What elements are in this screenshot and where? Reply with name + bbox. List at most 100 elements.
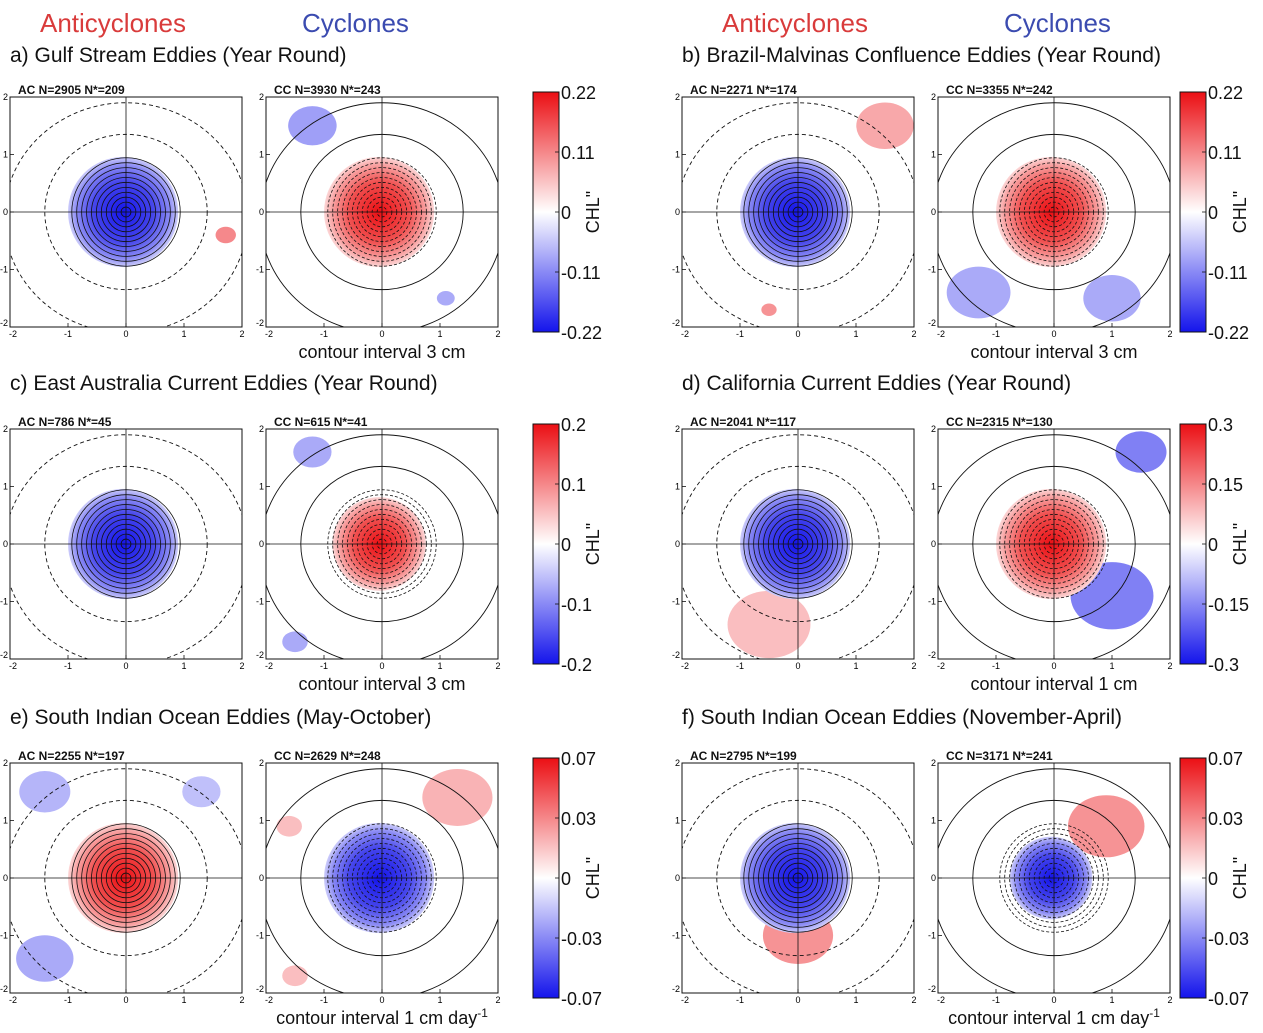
chl-patch — [276, 815, 302, 837]
colorbar-label: CHL" — [1230, 191, 1250, 233]
colorbar — [1179, 91, 1207, 333]
panel-3-ac-plot: -2 -1 0 1 2 2 1 0 -1 -2 — [672, 424, 917, 671]
y-tick-label: 1 — [259, 150, 264, 160]
y-tick-label: -2 — [928, 318, 936, 328]
ac-count-label: AC N=2041 N*=117 — [690, 415, 796, 429]
x-tick-label: 1 — [1109, 329, 1114, 339]
x-tick-label: 0 — [795, 995, 800, 1005]
y-tick-label: -1 — [672, 265, 680, 275]
y-tick-label: 0 — [259, 873, 264, 883]
y-tick-label: -2 — [928, 650, 936, 660]
y-tick-label: -1 — [0, 597, 8, 607]
x-tick-label: 1 — [437, 329, 442, 339]
colorbar-tick-label: 0.07 — [561, 749, 596, 769]
y-tick-label: 0 — [931, 539, 936, 549]
colorbar-tick-label: -0.03 — [1208, 929, 1249, 949]
x-tick-label: -2 — [937, 661, 945, 671]
y-tick-label: 1 — [931, 816, 936, 826]
colorbar-label: CHL" — [1230, 857, 1250, 899]
cc-count-label: CC N=2629 N*=248 — [274, 749, 381, 763]
x-tick-label: 0 — [379, 329, 384, 339]
y-tick-label: 2 — [675, 92, 680, 102]
colorbar-tick-label: 0.11 — [561, 143, 595, 163]
x-tick-label: -1 — [320, 661, 328, 671]
chl-patch — [288, 106, 337, 146]
colorbar-label: CHL" — [583, 523, 603, 565]
x-tick-label: 2 — [911, 661, 916, 671]
contour-exponent: -1 — [477, 1006, 488, 1020]
y-tick-label: 0 — [259, 539, 264, 549]
y-tick-label: 1 — [675, 482, 680, 492]
y-tick-label: 0 — [259, 207, 264, 217]
colorbar-tick-label: -0.1 — [561, 595, 592, 615]
x-tick-label: 2 — [239, 329, 244, 339]
panel-4-cc-plot: -2 -1 0 1 2 2 1 0 -1 -2 — [256, 758, 501, 1005]
panel-3-cc-plot: -2 -1 0 1 2 2 1 0 -1 -2 — [928, 424, 1173, 671]
x-tick-label: -1 — [736, 995, 744, 1005]
x-tick-label: 2 — [1167, 661, 1172, 671]
y-tick-label: 2 — [259, 424, 264, 434]
contour-interval-label: contour interval 1 cm — [970, 674, 1137, 694]
colorbar-tick-label: -0.07 — [561, 989, 602, 1009]
x-tick-label: 0 — [795, 661, 800, 671]
ac-count-label: AC N=2905 N*=209 — [18, 83, 125, 97]
y-tick-label: -2 — [672, 650, 680, 660]
x-tick-label: -1 — [992, 995, 1000, 1005]
x-tick-label: -1 — [64, 661, 72, 671]
panel-1-ac-plot: -2 -1 0 1 2 2 1 0 -1 -2 — [672, 92, 917, 339]
chl-patch — [182, 776, 221, 808]
y-tick-label: 1 — [675, 150, 680, 160]
cyclones-header-left: Cyclones — [302, 8, 409, 38]
x-tick-label: -2 — [681, 661, 689, 671]
x-tick-label: -1 — [992, 329, 1000, 339]
colorbar-tick-label: 0 — [561, 535, 571, 555]
cyclones-header-right: Cyclones — [1004, 8, 1111, 38]
panel-0-cc-plot: -2 -1 0 1 2 2 1 0 -1 -2 — [256, 92, 501, 339]
colorbar-tick-label: -0.2 — [561, 655, 592, 675]
y-tick-label: 2 — [3, 758, 8, 768]
x-tick-label: -1 — [64, 995, 72, 1005]
colorbar-label: CHL" — [583, 857, 603, 899]
x-tick-label: 2 — [239, 661, 244, 671]
y-tick-label: -1 — [672, 597, 680, 607]
x-tick-label: 2 — [495, 329, 500, 339]
cc-count-label: CC N=3355 N*=242 — [946, 83, 1053, 97]
y-tick-label: 2 — [675, 758, 680, 768]
y-tick-label: 0 — [3, 539, 8, 549]
chl-patch — [1083, 274, 1141, 322]
y-tick-label: -1 — [928, 265, 936, 275]
x-tick-label: 2 — [911, 995, 916, 1005]
cc-count-label: CC N=615 N*=41 — [274, 415, 368, 429]
y-tick-label: 2 — [931, 92, 936, 102]
anticyclones-header-left: Anticyclones — [40, 8, 186, 38]
x-tick-label: 0 — [123, 995, 128, 1005]
y-tick-label: -2 — [672, 984, 680, 994]
contour-exponent: -1 — [1149, 1006, 1160, 1020]
ac-count-label: AC N=2271 N*=174 — [690, 83, 797, 97]
chl-patch — [422, 769, 493, 826]
y-tick-label: 2 — [259, 758, 264, 768]
panel-title: e) South Indian Ocean Eddies (May-Octobe… — [10, 706, 431, 729]
x-tick-label: 1 — [181, 661, 186, 671]
x-tick-label: 0 — [1051, 661, 1056, 671]
colorbar — [1179, 757, 1207, 999]
x-tick-label: 0 — [123, 329, 128, 339]
x-tick-label: -1 — [736, 661, 744, 671]
colorbar-tick-label: 0.07 — [1208, 749, 1243, 769]
y-tick-label: 1 — [931, 482, 936, 492]
colorbar-tick-label: -0.15 — [1208, 595, 1249, 615]
y-tick-label: -1 — [928, 597, 936, 607]
ac-count-label: AC N=2255 N*=197 — [18, 749, 125, 763]
y-tick-label: 1 — [931, 150, 936, 160]
x-tick-label: 1 — [853, 995, 858, 1005]
y-tick-label: 1 — [3, 482, 8, 492]
y-tick-label: 1 — [3, 816, 8, 826]
y-tick-label: 2 — [3, 424, 8, 434]
panel-title: f) South Indian Ocean Eddies (November-A… — [682, 706, 1122, 729]
panel-1: b) Brazil-Malvinas Confluence Eddies (Ye… — [682, 44, 1250, 362]
x-tick-label: -1 — [320, 329, 328, 339]
chl-patch — [946, 266, 1011, 319]
x-tick-label: 2 — [495, 995, 500, 1005]
colorbar-tick-label: -0.11 — [561, 263, 601, 283]
